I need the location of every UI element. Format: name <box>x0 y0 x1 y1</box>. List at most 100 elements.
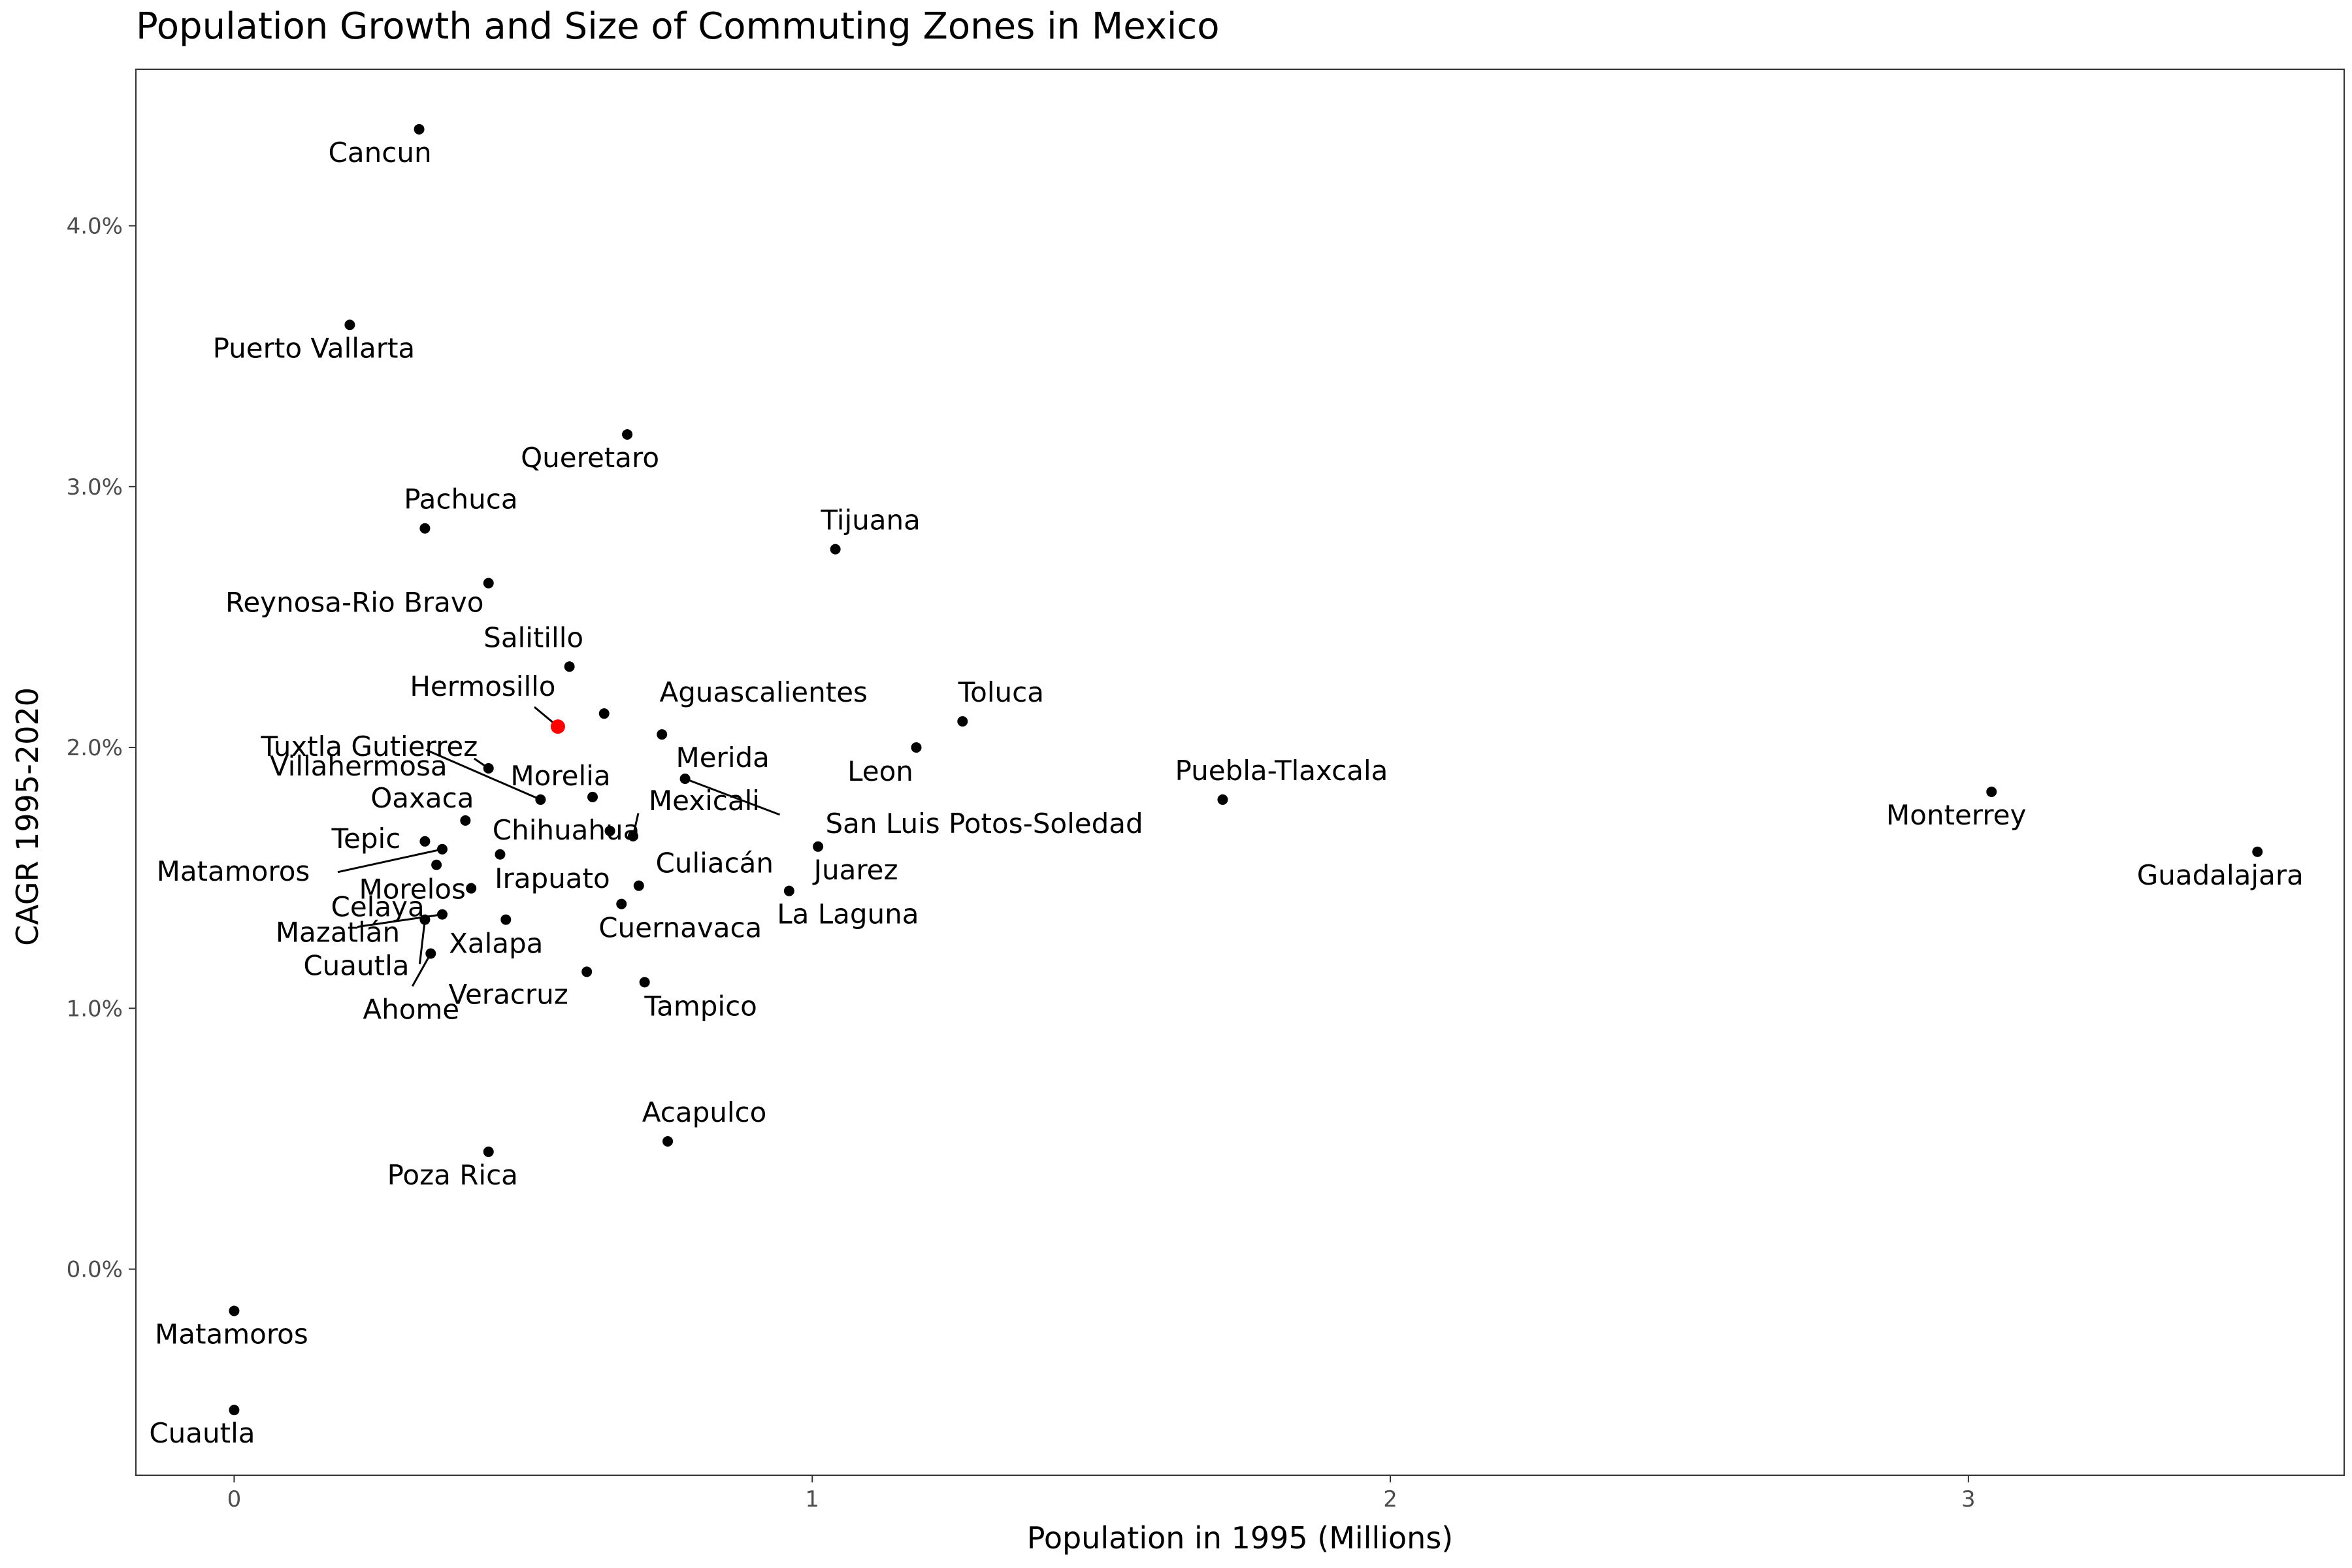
data-point <box>436 909 448 920</box>
data-point <box>2252 846 2263 857</box>
data-point <box>598 708 610 719</box>
data-point <box>483 1146 494 1157</box>
data-point <box>229 1405 240 1416</box>
point-label: Merida <box>676 742 769 774</box>
y-tick-label: 3.0% <box>67 474 123 500</box>
point-label: Hermosillo <box>410 670 555 702</box>
point-label: Acapulco <box>642 1096 767 1128</box>
data-point <box>229 1305 240 1316</box>
data-point <box>581 966 593 977</box>
data-point <box>1986 786 1997 797</box>
data-point <box>419 914 431 925</box>
point-label: Culiacán <box>656 847 774 879</box>
y-tick-label: 4.0% <box>67 214 123 240</box>
point-label: La Laguna <box>777 898 919 930</box>
point-label: Matamoros <box>155 1318 308 1350</box>
x-tick-label: 2 <box>1383 1486 1397 1512</box>
point-label: Leon <box>847 755 913 787</box>
data-point <box>425 948 436 959</box>
point-label: Tuxtla Gutierrez <box>260 730 478 762</box>
point-label: Villahermosa <box>270 750 448 782</box>
point-label: Guadalajara <box>2137 859 2304 891</box>
point-label: Puebla-Tlaxcala <box>1175 755 1388 787</box>
data-point <box>616 898 627 909</box>
data-point <box>830 544 841 555</box>
data-point <box>627 830 638 841</box>
data-point <box>495 849 506 860</box>
point-label: Morelos <box>359 874 466 906</box>
point-label: Tijuana <box>820 504 920 536</box>
point-label: Puerto Vallarta <box>213 332 416 364</box>
data-point <box>957 716 968 727</box>
data-point <box>639 977 650 988</box>
point-label: Cancun <box>329 137 432 169</box>
point-label: Queretaro <box>521 442 659 474</box>
point-label: Tampico <box>644 990 757 1022</box>
data-point <box>622 429 633 440</box>
point-label: Matamoros <box>157 855 310 887</box>
point-label: Ahome <box>363 993 459 1025</box>
point-label: Reynosa-Rio Bravo <box>225 587 483 619</box>
y-tick-label: 0.0% <box>67 1257 123 1283</box>
data-point <box>813 841 824 852</box>
y-axis-title: CAGR 1995-2020 <box>10 687 45 946</box>
point-label: Salitillo <box>483 621 583 653</box>
x-tick-label: 3 <box>1961 1486 1976 1512</box>
point-label: Cuautla <box>303 950 409 982</box>
point-label: Tepic <box>331 823 401 855</box>
y-tick-label: 1.0% <box>67 996 123 1022</box>
data-point <box>679 773 691 784</box>
point-label: Cuernavaca <box>598 912 762 944</box>
point-label: Juarez <box>812 854 898 886</box>
point-label: Mazatlán <box>276 917 400 949</box>
point-label: Celaya <box>331 891 425 923</box>
highlighted-data-point <box>550 719 565 734</box>
data-point <box>662 1135 674 1147</box>
point-label: Pachuca <box>404 483 517 515</box>
data-point <box>344 319 355 331</box>
data-point <box>483 578 494 589</box>
leader-line <box>685 777 781 816</box>
leader-line <box>418 919 426 964</box>
data-point <box>911 742 922 753</box>
data-point <box>466 883 477 894</box>
data-point <box>1217 794 1228 805</box>
data-point <box>564 661 575 672</box>
point-label: Chihuahua <box>493 814 640 846</box>
data-point <box>460 815 471 826</box>
data-point <box>431 859 442 870</box>
leader-line <box>337 848 443 874</box>
x-axis-title: Population in 1995 (Millions) <box>1027 1520 1454 1556</box>
x-tick-label: 1 <box>805 1486 819 1512</box>
point-label: Irapuato <box>495 862 610 894</box>
data-point <box>604 825 615 836</box>
data-point <box>500 914 512 925</box>
leader-line <box>425 749 541 801</box>
point-label: Monterrey <box>1886 799 2026 831</box>
point-label: Veracruz <box>448 978 568 1010</box>
data-point <box>419 523 431 534</box>
data-point <box>414 123 425 135</box>
y-tick-label: 2.0% <box>67 735 123 761</box>
leader-line <box>411 953 432 987</box>
data-point <box>657 729 668 740</box>
chart-title: Population Growth and Size of Commuting … <box>136 5 1220 48</box>
data-point <box>535 794 546 805</box>
data-point <box>633 880 644 891</box>
point-label: Aguascalientes <box>659 676 867 708</box>
point-label: Mexicali <box>649 785 760 817</box>
data-point <box>783 885 794 896</box>
point-label: Xalapa <box>449 928 543 960</box>
point-label: Cuautla <box>149 1417 255 1449</box>
point-label: Poza Rica <box>387 1159 518 1191</box>
x-tick-label: 0 <box>227 1486 242 1512</box>
point-label: Oaxaca <box>370 782 474 814</box>
data-point <box>587 791 598 802</box>
plot-panel-border <box>135 69 2345 1476</box>
point-label: Toluca <box>958 676 1044 708</box>
point-label: San Luis Potos-Soledad <box>825 808 1143 840</box>
data-point <box>483 763 494 774</box>
data-point <box>419 836 431 847</box>
point-label: Morelia <box>510 760 610 792</box>
